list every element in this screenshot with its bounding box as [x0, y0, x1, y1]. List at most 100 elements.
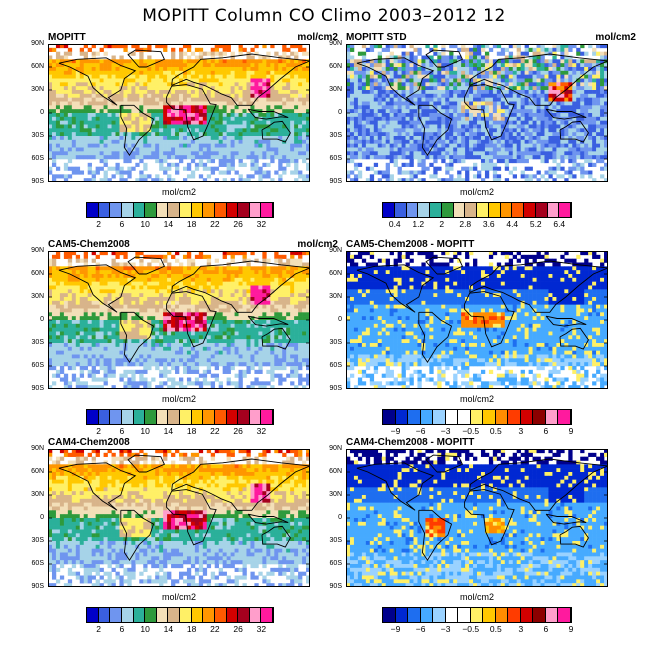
heatmap-cell: [167, 143, 172, 148]
heatmap-cell: [95, 78, 100, 83]
heatmap-cell: [457, 105, 462, 110]
heatmap-cell: [254, 128, 259, 133]
heatmap-cell: [95, 93, 100, 98]
heatmap-cell: [346, 78, 351, 83]
heatmap-cell: [592, 47, 597, 52]
heatmap-cell: [242, 67, 247, 72]
heatmap-cell: [238, 67, 243, 72]
heatmap-cell: [361, 139, 367, 144]
heatmap-cell: [457, 55, 462, 60]
heatmap-cell: [119, 155, 124, 160]
heatmap-cell: [254, 143, 259, 148]
heatmap-cell: [274, 289, 279, 294]
heatmap-cell: [254, 155, 259, 160]
heatmap-cell: [520, 113, 525, 118]
heatmap-cell: [135, 44, 140, 49]
heatmap-cell: [190, 124, 196, 129]
heatmap-cell: [385, 59, 390, 64]
heatmap-cell: [127, 105, 132, 110]
heatmap-cell: [111, 143, 116, 148]
heatmap-cell: [421, 93, 426, 98]
heatmap-cell: [71, 93, 77, 98]
heatmap-cell: [230, 101, 235, 106]
heatmap-cell: [182, 113, 188, 118]
heatmap-cell: [361, 120, 367, 125]
heatmap-cell: [385, 109, 390, 114]
heatmap-cell: [186, 120, 192, 125]
heatmap-cell: [214, 47, 219, 52]
heatmap-cell: [95, 113, 100, 118]
heatmap-cell: [214, 293, 219, 298]
heatmap-cell: [512, 82, 517, 87]
heatmap-cell: [119, 93, 124, 98]
heatmap-cell: [186, 124, 192, 129]
heatmap-cell: [190, 132, 196, 137]
heatmap-cell: [556, 139, 561, 144]
heatmap-cell: [254, 59, 259, 64]
heatmap-cell: [274, 143, 279, 148]
heatmap-cell: [135, 143, 140, 148]
coastline: [58, 57, 137, 106]
heatmap-cell: [103, 174, 108, 179]
heatmap-cell: [564, 59, 569, 64]
heatmap-cell: [401, 162, 406, 167]
heatmap-cell: [194, 297, 200, 302]
heatmap-cell: [55, 101, 61, 106]
heatmap-cell: [131, 270, 136, 275]
heatmap-cell: [63, 132, 69, 137]
heatmap-cell: [171, 139, 176, 144]
heatmap-cell: [588, 136, 593, 141]
heatmap-cell: [433, 170, 438, 175]
heatmap-cell: [71, 155, 77, 160]
heatmap-cell: [425, 155, 430, 160]
heatmap-cell: [425, 143, 430, 148]
heatmap-cell: [143, 277, 148, 282]
heatmap-cell: [179, 120, 184, 125]
heatmap-cell: [103, 178, 108, 182]
heatmap-cell: [385, 90, 390, 95]
heatmap-cell: [445, 147, 450, 152]
heatmap-cell: [135, 251, 140, 256]
heatmap-cell: [107, 44, 112, 49]
heatmap-cell: [492, 128, 498, 133]
heatmap-cell: [123, 101, 128, 106]
heatmap-cell: [163, 293, 168, 298]
heatmap-cell: [67, 281, 73, 286]
heatmap-cell: [262, 105, 267, 110]
heatmap-cell: [87, 82, 92, 87]
heatmap-cell: [218, 143, 223, 148]
heatmap-cell: [604, 147, 608, 152]
heatmap-cell: [298, 297, 303, 302]
heatmap-cell: [258, 116, 263, 121]
heatmap-cell: [59, 277, 65, 282]
lat-label: 30N: [31, 86, 44, 93]
heatmap-cell: [123, 159, 128, 164]
heatmap-cell: [413, 151, 418, 156]
heatmap-cell: [242, 139, 247, 144]
heatmap-cell: [306, 74, 310, 79]
heatmap-cell: [234, 274, 239, 279]
heatmap-cell: [496, 128, 502, 133]
heatmap-cell: [167, 281, 172, 286]
heatmap-cell: [103, 251, 108, 256]
heatmap-cell: [508, 67, 514, 72]
heatmap-cell: [294, 51, 299, 56]
heatmap-cell: [234, 281, 239, 286]
heatmap-cell: [417, 124, 422, 129]
heatmap-cell: [572, 67, 577, 72]
heatmap-cell: [294, 116, 299, 121]
heatmap-cell: [250, 109, 255, 114]
heatmap-cell: [111, 55, 116, 60]
heatmap-cell: [548, 136, 553, 141]
heatmap-cell: [508, 139, 514, 144]
heatmap-cell: [254, 166, 259, 171]
heatmap-cell: [282, 285, 287, 290]
heatmap-cell: [480, 70, 486, 75]
heatmap-cell: [159, 90, 164, 95]
heatmap-cell: [457, 47, 462, 52]
heatmap-cell: [389, 139, 394, 144]
heatmap-cell: [246, 101, 251, 106]
heatmap-cell: [55, 128, 61, 133]
heatmap-cell: [135, 132, 140, 137]
heatmap-cell: [266, 151, 271, 156]
